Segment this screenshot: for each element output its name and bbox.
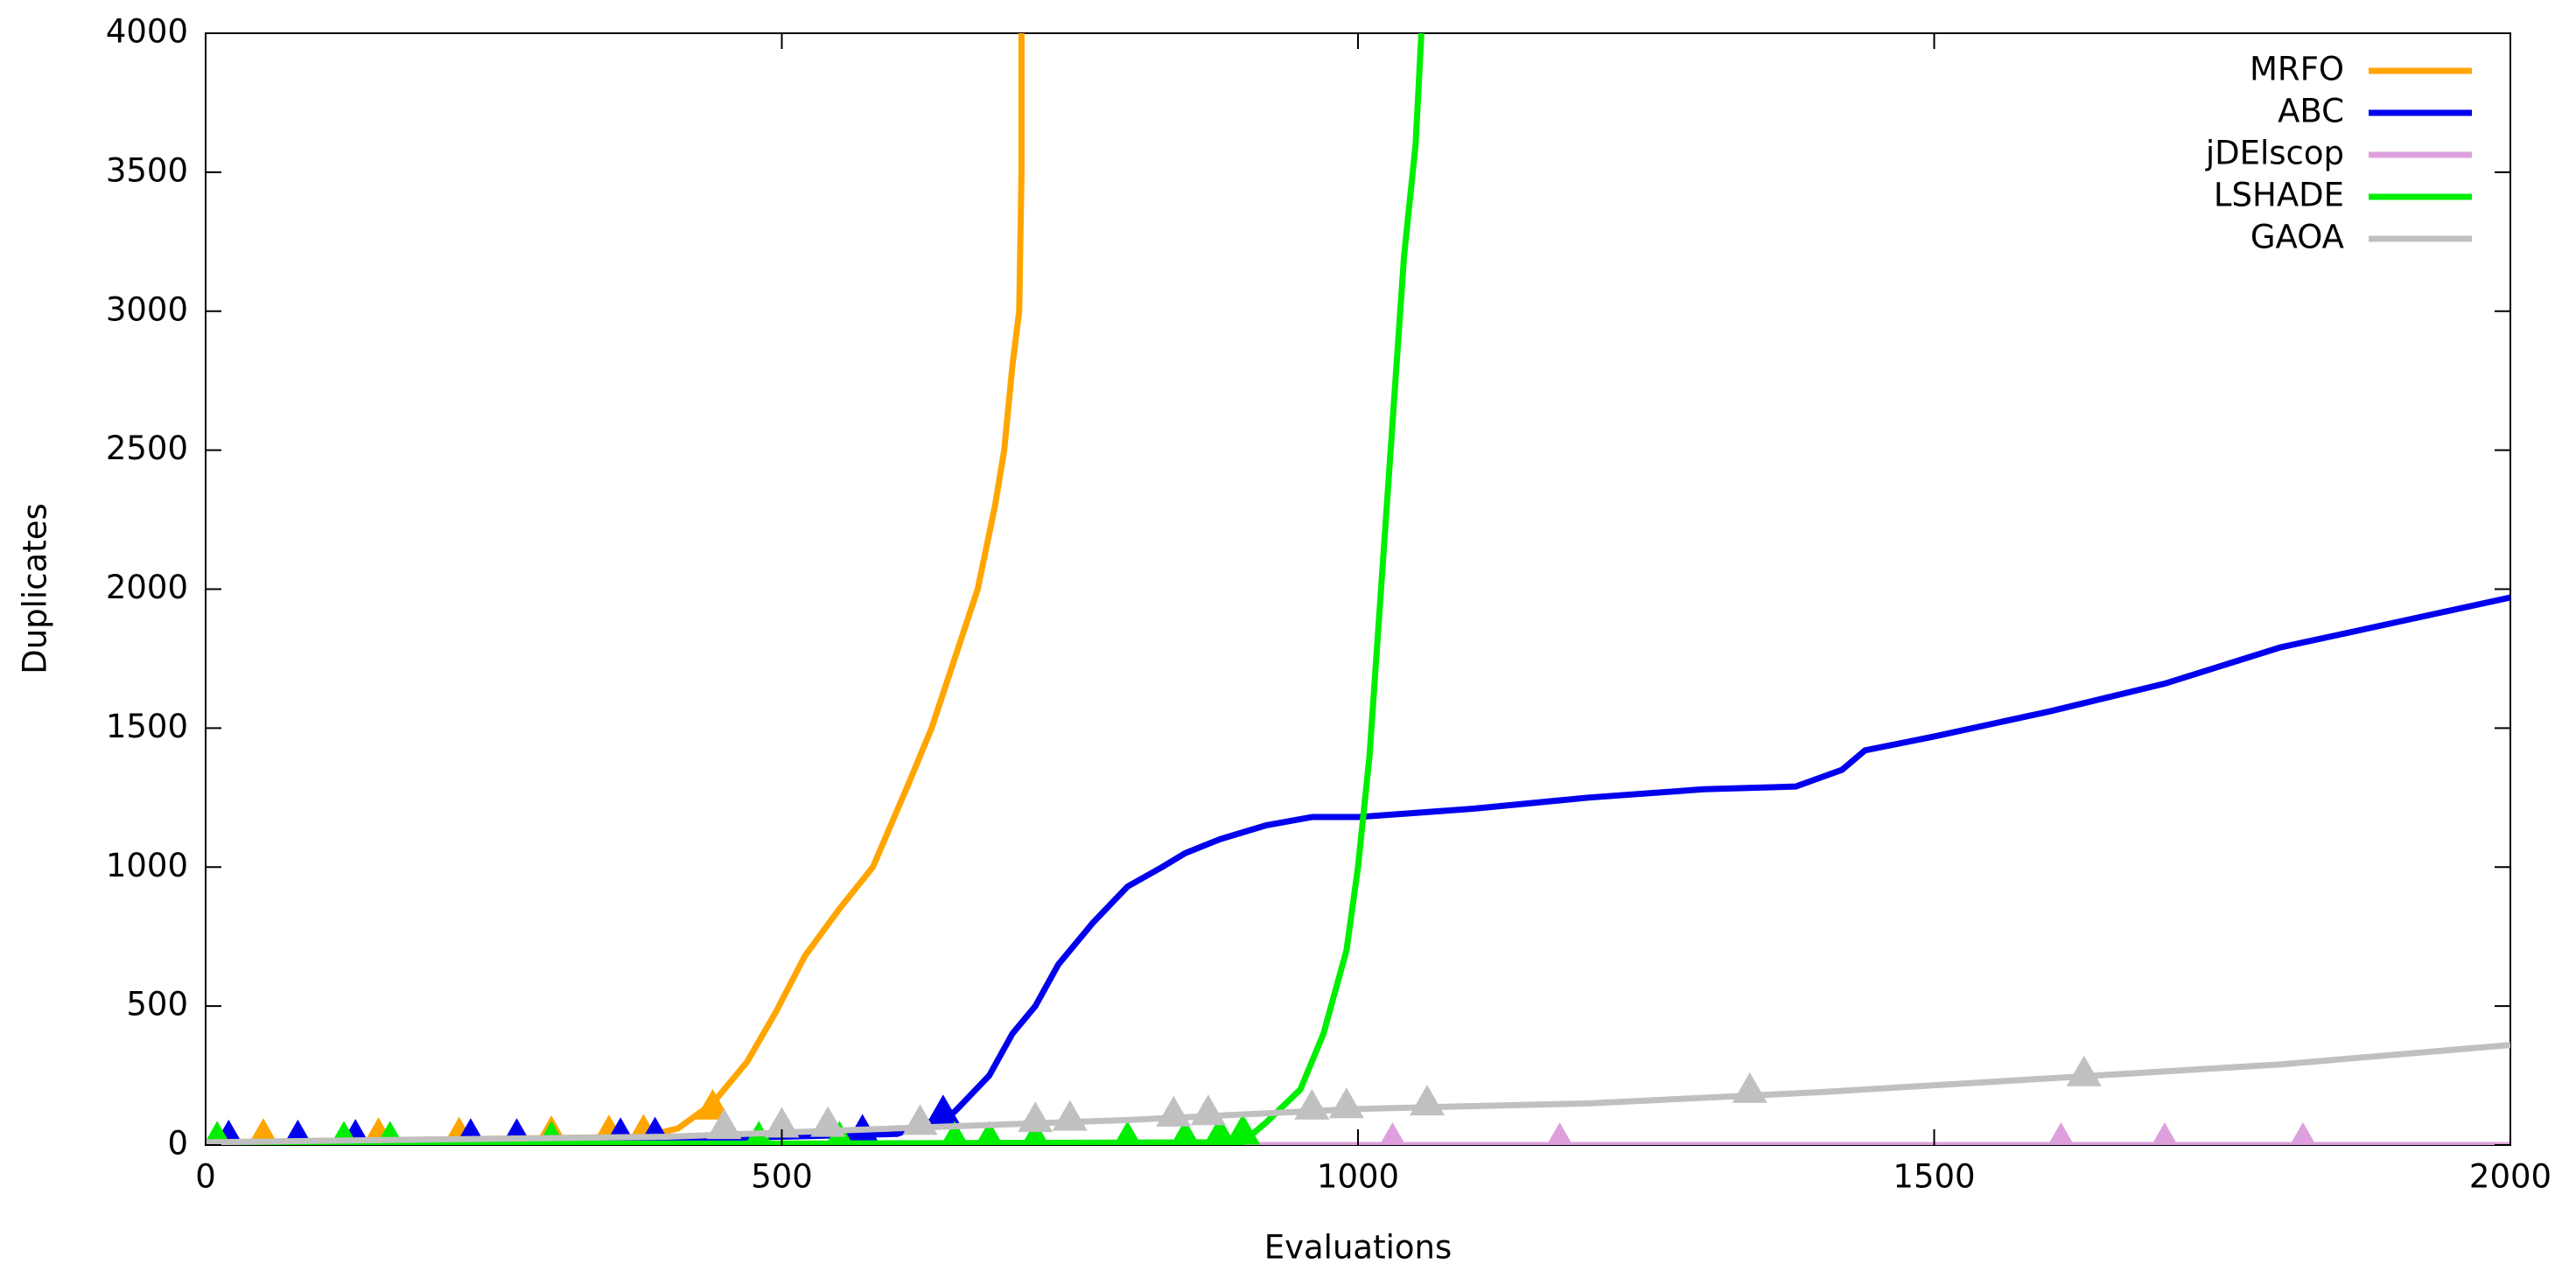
marker bbox=[1225, 1114, 1261, 1145]
x-tick-label: 1500 bbox=[1893, 1158, 1975, 1196]
marker bbox=[695, 1088, 731, 1120]
marker bbox=[1410, 1085, 1446, 1116]
x-tick-label: 500 bbox=[751, 1158, 813, 1196]
marker bbox=[902, 1104, 938, 1135]
marker bbox=[2066, 1055, 2102, 1086]
marker bbox=[1732, 1072, 1768, 1103]
marker bbox=[2152, 1122, 2178, 1145]
y-axis-label: Duplicates bbox=[17, 503, 54, 674]
legend-label: jDElscop bbox=[2205, 135, 2344, 172]
marker bbox=[810, 1106, 846, 1137]
marker bbox=[1294, 1088, 1330, 1120]
y-tick-label: 3500 bbox=[106, 151, 188, 189]
marker bbox=[1328, 1087, 1364, 1119]
x-tick-label: 1000 bbox=[1317, 1158, 1399, 1196]
plot-area bbox=[206, 33, 2510, 1145]
legend-label: LSHADE bbox=[2214, 177, 2344, 214]
y-tick-label: 0 bbox=[167, 1125, 188, 1163]
series-line bbox=[206, 33, 1025, 1145]
marker bbox=[1052, 1100, 1088, 1131]
marker bbox=[1203, 1116, 1236, 1145]
marker bbox=[764, 1107, 800, 1138]
legend-label: GAOA bbox=[2250, 219, 2344, 256]
marker bbox=[975, 1121, 1004, 1145]
series-line bbox=[206, 33, 1424, 1145]
marker bbox=[1021, 1121, 1050, 1145]
marker bbox=[1113, 1121, 1142, 1145]
y-tick-label: 1500 bbox=[106, 708, 188, 745]
marker bbox=[1018, 1101, 1054, 1133]
marker bbox=[925, 1094, 961, 1126]
x-axis-label: Evaluations bbox=[1264, 1229, 1452, 1267]
marker bbox=[1170, 1119, 1200, 1145]
legend-label: MRFO bbox=[2250, 51, 2344, 88]
x-tick-label: 0 bbox=[195, 1158, 216, 1196]
marker bbox=[941, 1121, 969, 1145]
x-tick-label: 2000 bbox=[2469, 1158, 2552, 1196]
y-tick-label: 500 bbox=[126, 986, 188, 1023]
marker bbox=[2290, 1122, 2316, 1145]
marker bbox=[2048, 1122, 2075, 1145]
y-tick-label: 1000 bbox=[106, 847, 188, 884]
marker bbox=[248, 1118, 279, 1145]
y-tick-label: 3000 bbox=[106, 290, 188, 328]
marker bbox=[1546, 1122, 1573, 1145]
y-tick-label: 2000 bbox=[106, 569, 188, 606]
y-tick-label: 4000 bbox=[106, 13, 188, 51]
legend-label: ABC bbox=[2278, 93, 2344, 130]
y-tick-label: 2500 bbox=[106, 429, 188, 467]
plot-border bbox=[205, 32, 2511, 1146]
marker bbox=[706, 1108, 742, 1140]
marker bbox=[1379, 1122, 1406, 1145]
marker bbox=[1156, 1095, 1192, 1127]
marker bbox=[1190, 1094, 1226, 1126]
